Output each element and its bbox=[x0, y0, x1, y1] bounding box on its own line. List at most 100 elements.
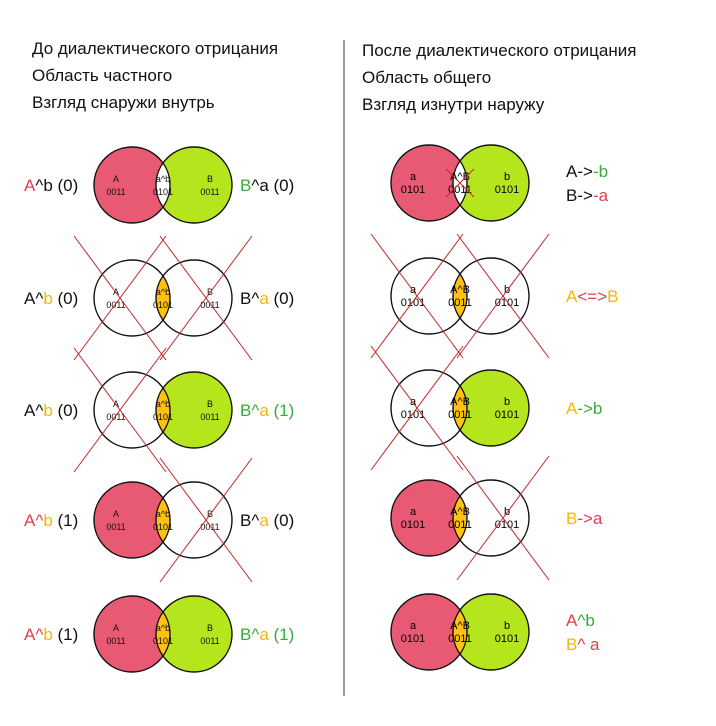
left-row-label-a-5-part-0: A^ bbox=[24, 625, 43, 644]
right-circle-left-outline-1 bbox=[390, 144, 468, 222]
right-region-code-2-2: 0101 bbox=[495, 297, 519, 309]
right-region-code-5-1: 0011 bbox=[448, 633, 472, 645]
left-region-label-4-1: a^b bbox=[156, 509, 170, 519]
right-row-label-2-1-part-1: <=> bbox=[577, 287, 607, 306]
left-circle-left-fill-4 bbox=[94, 482, 170, 558]
left-region-label-1-0: A bbox=[113, 174, 119, 184]
left-row-label-a-3-part-0: A^ bbox=[24, 401, 43, 420]
left-circle-right-outline-5 bbox=[155, 595, 233, 673]
right-header-line-2: Область общего bbox=[362, 68, 491, 87]
left-row-label-a-3-part-2: (0) bbox=[53, 401, 79, 420]
right-region-label-5-1: A^B bbox=[450, 620, 470, 632]
left-row-label-a-1-part-1: ^b (0) bbox=[35, 176, 78, 195]
right-circle-right-outline-3 bbox=[452, 369, 530, 447]
left-cross-left-b-2 bbox=[73, 235, 167, 361]
left-circle-left-fill-5 bbox=[94, 596, 170, 672]
left-circle-right-outline-4 bbox=[155, 481, 233, 559]
left-region-label-1-2: B bbox=[207, 174, 213, 184]
right-circle-left-outline-2 bbox=[390, 257, 468, 335]
left-row-label-a-4-part-0: A^ bbox=[24, 511, 43, 530]
right-cross-left-b-3 bbox=[370, 345, 464, 471]
right-region-label-3-2: b bbox=[504, 396, 510, 408]
right-row-label-5-2-part-0: B bbox=[566, 635, 577, 654]
left-region-code-1-0: 0011 bbox=[106, 187, 125, 197]
left-circle-right-fill-2 bbox=[156, 260, 232, 336]
left-region-label-5-1: a^b bbox=[156, 623, 170, 633]
right-row-label-4-1-part-1: ->a bbox=[577, 509, 603, 528]
left-row-label-a-1: A^b (0) bbox=[24, 176, 78, 195]
right-region-code-1-0: 0101 bbox=[401, 184, 425, 196]
left-row-label-a-2-part-0: A^ bbox=[24, 289, 43, 308]
right-region-code-3-2: 0101 bbox=[495, 409, 519, 421]
left-circle-right-fill-4 bbox=[156, 482, 232, 558]
left-row-label-a-4-part-1: b bbox=[43, 511, 52, 530]
left-circle-right-fill-1 bbox=[156, 147, 232, 223]
right-row-label-5-1-part-0: A bbox=[566, 611, 578, 630]
left-row-label-b-3: B^a (1) bbox=[240, 401, 294, 420]
right-row-label-1-2: B->-a bbox=[566, 186, 609, 205]
right-region-code-1-1: 0011 bbox=[448, 184, 472, 196]
right-row-label-3-1-part-1: ->b bbox=[577, 399, 602, 418]
right-circle-left-fill-4 bbox=[391, 480, 467, 556]
left-row-label-a-4-part-2: (1) bbox=[53, 511, 79, 530]
right-circle-right-outline-5 bbox=[452, 593, 530, 671]
left-circle-left-outline-1 bbox=[93, 146, 171, 224]
left-region-label-4-0: A bbox=[113, 509, 119, 519]
left-circle-right-outline-3 bbox=[155, 371, 233, 449]
left-row-label-b-5-part-1: a bbox=[259, 625, 269, 644]
left-region-label-2-1: a^b bbox=[156, 287, 170, 297]
left-region-code-2-0: 0011 bbox=[106, 300, 125, 310]
left-region-label-3-1: a^b bbox=[156, 399, 170, 409]
right-row-label-4-1-part-0: B bbox=[566, 509, 577, 528]
right-region-label-2-0: a bbox=[410, 284, 417, 296]
left-row-label-b-1-part-0: B bbox=[240, 176, 251, 195]
left-row-label-b-2-part-0: B^ bbox=[240, 289, 259, 308]
right-circle-right-fill-2 bbox=[453, 258, 529, 334]
left-row-label-b-1: B^a (0) bbox=[240, 176, 294, 195]
right-circle-left-fill-1 bbox=[391, 145, 467, 221]
left-header-line-1: До диалектического отрицания bbox=[32, 39, 278, 58]
left-region-code-3-2: 0011 bbox=[200, 412, 219, 422]
left-row-label-b-4-part-0: B^ bbox=[240, 511, 259, 530]
left-region-label-5-2: B bbox=[207, 623, 213, 633]
left-row-label-a-1-part-0: A bbox=[24, 176, 36, 195]
right-cross-middle-b-1 bbox=[445, 168, 475, 198]
right-region-code-5-0: 0101 bbox=[401, 633, 425, 645]
left-row-label-b-3-part-2: (1) bbox=[269, 401, 295, 420]
left-row-label-a-2-part-1: b bbox=[43, 289, 52, 308]
right-circle-right-fill-5 bbox=[453, 594, 529, 670]
right-circle-left-outline-3 bbox=[390, 369, 468, 447]
right-row-label-1-1-part-0: A-> bbox=[566, 162, 593, 181]
left-row-label-a-5-part-1: b bbox=[43, 625, 52, 644]
right-region-label-1-2: b bbox=[504, 171, 510, 183]
left-region-code-5-2: 0011 bbox=[200, 636, 219, 646]
left-row-label-b-5: B^a (1) bbox=[240, 625, 294, 644]
left-row-label-b-2: B^a (0) bbox=[240, 289, 294, 308]
right-region-code-2-1: 0011 bbox=[448, 297, 472, 309]
left-circle-left-fill-1 bbox=[94, 147, 170, 223]
right-header-line-3: Взгляд изнутри наружу bbox=[362, 95, 545, 114]
left-row-label-b-5-part-0: B^ bbox=[240, 625, 259, 644]
right-circle-left-fill-3 bbox=[391, 370, 467, 446]
left-region-code-1-2: 0011 bbox=[200, 187, 219, 197]
right-row-label-4-1: B->a bbox=[566, 509, 603, 528]
left-row-label-b-2-part-1: a bbox=[259, 289, 269, 308]
left-region-code-2-1: 0101 bbox=[153, 300, 173, 310]
left-row-label-b-3-part-0: B^ bbox=[240, 401, 259, 420]
left-venn-5: A 0011 a^b 0101 B 0011 bbox=[93, 595, 233, 673]
right-circle-left-outline-5 bbox=[390, 593, 468, 671]
right-region-label-4-1: A^B bbox=[450, 506, 470, 518]
left-row-label-a-5: A^b (1) bbox=[24, 625, 78, 644]
left-region-label-3-2: B bbox=[207, 399, 213, 409]
right-circle-right-outline-1 bbox=[452, 144, 530, 222]
right-cross-left-b-2 bbox=[370, 233, 464, 359]
right-row-label-1-2-part-0: B-> bbox=[566, 186, 593, 205]
right-row-label-2-1-part-2: B bbox=[607, 287, 618, 306]
right-circle-right-outline-2 bbox=[452, 257, 530, 335]
left-region-label-5-0: A bbox=[113, 623, 119, 633]
